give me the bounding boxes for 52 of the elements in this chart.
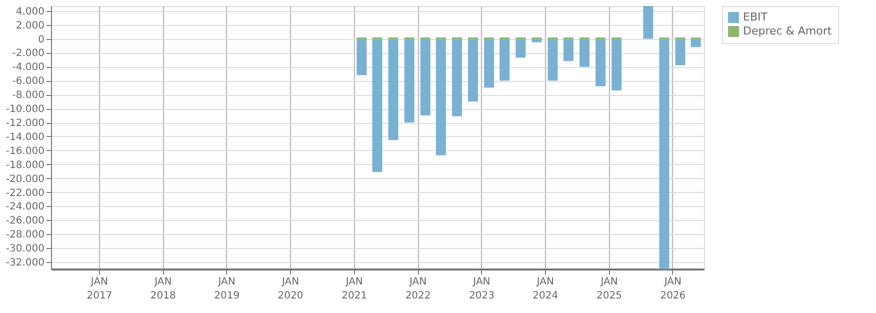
x-tick-label: JAN 2020 — [278, 276, 304, 302]
y-tick-label: -24.000 — [6, 202, 44, 213]
x-tick-label: JAN 2017 — [86, 276, 112, 302]
y-tick-label: -26.000 — [6, 216, 44, 227]
legend-label: Deprec & Amort — [743, 24, 832, 38]
bar — [404, 38, 414, 122]
bar — [372, 38, 382, 172]
y-tick-label: -8.000 — [12, 90, 44, 102]
x-tick-label: JAN 2019 — [214, 276, 240, 302]
legend-label: EBIT — [743, 10, 768, 24]
y-tick-label: -4.000 — [12, 62, 44, 74]
bar — [484, 38, 494, 88]
bar — [532, 38, 542, 42]
y-tick-label: -12.000 — [6, 118, 44, 129]
bar — [579, 38, 590, 67]
bar — [500, 38, 510, 81]
bar — [659, 38, 670, 269]
x-tick-label: JAN 2022 — [405, 276, 431, 302]
y-tick-label: 2.000 — [16, 20, 44, 32]
bar — [643, 6, 654, 39]
bar — [452, 38, 462, 116]
y-tick-label: -32.000 — [6, 258, 44, 269]
bar — [388, 38, 398, 140]
y-tick-label: -10.000 — [6, 104, 44, 116]
y-tick-label: -14.000 — [6, 132, 44, 143]
bar — [612, 38, 622, 90]
y-tick-label: -18.000 — [6, 160, 44, 171]
bar — [548, 38, 558, 81]
bar — [356, 38, 367, 76]
bar — [596, 38, 606, 86]
x-tick-label: JAN 2026 — [660, 276, 686, 302]
x-tick-label: JAN 2021 — [342, 276, 368, 302]
bar — [468, 38, 478, 102]
bar — [675, 38, 686, 66]
bar — [516, 38, 526, 58]
y-tick-label: -20.000 — [6, 174, 44, 185]
y-tick-label: 4.000 — [16, 6, 44, 18]
x-tick-label: JAN 2023 — [468, 276, 494, 302]
x-tick-label: JAN 2018 — [150, 276, 176, 302]
y-tick-label: -22.000 — [6, 188, 44, 199]
y-tick-label: -28.000 — [6, 230, 44, 241]
y-tick-label: 0 — [38, 34, 44, 46]
bar — [436, 38, 446, 156]
bar — [690, 38, 701, 48]
x-tick-label: JAN 2025 — [596, 276, 622, 302]
x-tick-label: JAN 2024 — [532, 276, 558, 302]
y-tick-label: -2.000 — [12, 48, 44, 60]
y-tick-label: -16.000 — [6, 146, 44, 157]
bar — [563, 38, 574, 62]
y-tick-label: -6.000 — [12, 76, 44, 88]
bar — [420, 38, 430, 116]
y-tick-label: -30.000 — [6, 244, 44, 255]
